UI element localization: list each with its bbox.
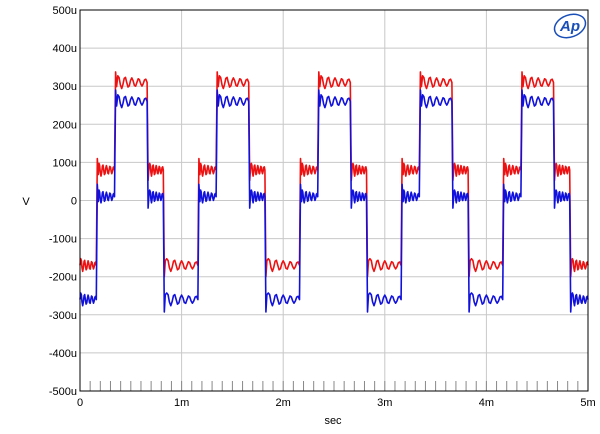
x-tick-labels: 0 1m 2m 3m 4m 5m [77, 397, 596, 409]
y-tick-label: -200u [49, 272, 77, 284]
y-tick-label: 0 [71, 196, 77, 208]
x-tick-label: 5m [580, 397, 595, 409]
series-layer [79, 71, 589, 313]
y-tick-label: -400u [49, 348, 77, 360]
y-tick-label: 300u [53, 81, 77, 93]
y-tick-label: 500u [53, 5, 77, 17]
x-axis-title: sec [324, 415, 342, 427]
plot-frame [79, 9, 589, 392]
y-tick-label: 100u [53, 157, 77, 169]
x-tick-label: 2m [276, 397, 291, 409]
y-tick-labels: 500u 400u 300u 200u 100u 0 -100u -200u -300u -400… [49, 5, 77, 398]
y-tick-label: 400u [53, 43, 77, 55]
y-axis-title: V [22, 196, 30, 208]
x-tick-label: 4m [479, 397, 494, 409]
x-tick-label: 1m [174, 397, 189, 409]
series-line-2 [79, 89, 589, 313]
ap-logo: Ap [553, 13, 587, 39]
series-line-1 [79, 71, 589, 278]
y-tick-label: -500u [49, 386, 77, 398]
y-tick-label: 200u [53, 119, 77, 131]
minor-ticks [89, 381, 579, 391]
y-tick-label: -100u [49, 234, 77, 246]
x-tick-label: 3m [377, 397, 392, 409]
ap-logo-text: Ap [559, 18, 580, 35]
x-tick-label: 0 [77, 397, 83, 409]
y-tick-label: -300u [49, 310, 77, 322]
